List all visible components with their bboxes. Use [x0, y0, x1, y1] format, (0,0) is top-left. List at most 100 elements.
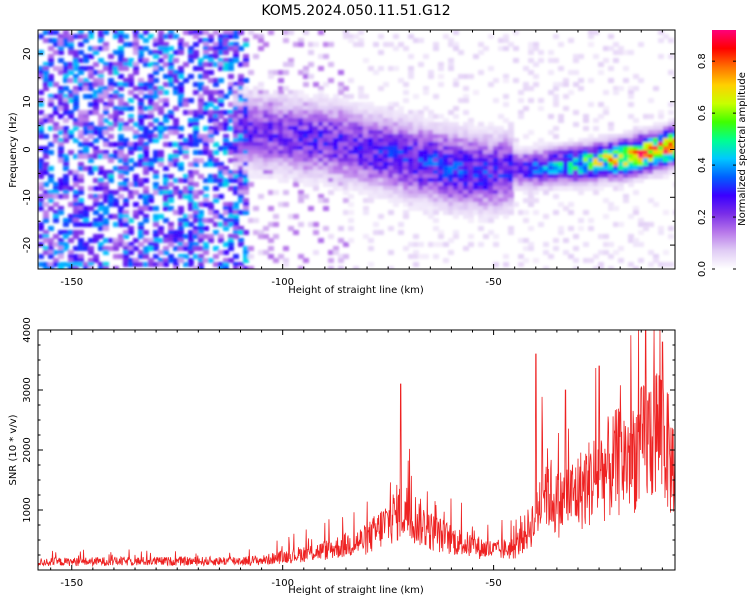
spectrogram-cell — [323, 178, 329, 183]
spectrogram-cell — [78, 190, 84, 195]
spectrogram-cell — [553, 186, 559, 191]
spectrogram-cell — [128, 218, 134, 223]
spectrogram-cell — [603, 46, 609, 51]
spectrogram-cell — [413, 166, 419, 171]
snr-xtick-label: -100 — [271, 578, 294, 589]
spectrogram-cell — [623, 170, 629, 175]
spectrogram-cell — [343, 114, 349, 119]
spectrogram-cell — [78, 238, 84, 243]
spectrogram-cell — [113, 62, 119, 67]
spectrogram-cell — [143, 158, 149, 163]
spectrogram-cell — [53, 82, 59, 87]
spectrogram-cell — [443, 198, 449, 203]
spectrogram-cell — [353, 182, 359, 187]
spectrogram-cell — [48, 262, 54, 267]
spectrogram-cell — [213, 82, 219, 87]
spectrogram-cell — [43, 134, 49, 139]
spectrogram-cell — [153, 174, 159, 179]
spectrogram-cell — [338, 258, 344, 263]
spectrogram-cell — [638, 258, 644, 263]
spectrogram-cell — [288, 154, 294, 159]
spectrogram-cell — [508, 138, 514, 143]
spectrogram-cell — [183, 242, 189, 247]
spectrogram-cell — [88, 194, 94, 199]
spectrogram-cell — [383, 122, 389, 127]
spectrogram-cell — [138, 110, 144, 115]
spectrogram-cell — [273, 234, 279, 239]
spectrogram-cell — [298, 118, 304, 123]
spectrogram-cell — [573, 166, 579, 171]
spectrogram-cell — [303, 74, 309, 79]
spectrogram-cell — [313, 82, 319, 87]
spectrogram-cell — [123, 42, 129, 47]
spectrogram-cell — [528, 166, 534, 171]
spectrogram-cell — [518, 90, 524, 95]
spectrogram-cell — [543, 166, 549, 171]
spectrogram-cell — [163, 190, 169, 195]
spectrogram-cell — [313, 166, 319, 171]
spectrogram-cell — [458, 186, 464, 191]
spectrogram-cell — [148, 166, 154, 171]
spectrogram-cell — [268, 106, 274, 111]
spectrogram-cell — [288, 62, 294, 67]
spectrogram-cell — [328, 250, 334, 255]
spectrogram-cell — [513, 142, 519, 147]
spectrogram-cell — [623, 158, 629, 163]
spectrogram-cell — [238, 82, 244, 87]
spectrogram-cell — [513, 46, 519, 51]
spectrogram-cell — [428, 138, 434, 143]
spectrogram-cell — [528, 50, 534, 55]
spectrogram-cell — [423, 154, 429, 159]
spectrogram-cell — [118, 254, 124, 259]
spectrogram-cell — [428, 198, 434, 203]
spectrogram-cell — [593, 166, 599, 171]
spectrogram-cell — [93, 178, 99, 183]
spectrogram-cell — [328, 138, 334, 143]
spectrogram-cell — [233, 110, 239, 115]
spectrogram-cell — [73, 262, 79, 267]
spectrogram-cell — [188, 122, 194, 127]
spectrogram-cell — [43, 82, 49, 87]
spectrogram-cell — [148, 98, 154, 103]
spectrogram-cell — [253, 110, 259, 115]
spectrogram-cell — [458, 154, 464, 159]
spectrogram-cell — [433, 150, 439, 155]
spectrogram-cell — [453, 214, 459, 219]
spectrogram-cell — [308, 106, 314, 111]
spectrogram-cell — [118, 238, 124, 243]
spectrogram-cell — [173, 186, 179, 191]
spectrogram-cell — [543, 242, 549, 247]
spectrogram-cell — [303, 150, 309, 155]
spectrogram-cell — [233, 58, 239, 63]
spectrogram-cell — [308, 158, 314, 163]
spectrogram-cell — [418, 122, 424, 127]
spectrogram-cell — [478, 186, 484, 191]
spectrogram-cell — [93, 62, 99, 67]
spectrogram-cell — [63, 222, 69, 227]
spectrogram-cell — [123, 126, 129, 131]
spectrogram-cell — [463, 170, 469, 175]
spectrogram-cell — [148, 114, 154, 119]
spectrogram-cell — [648, 222, 654, 227]
spectrogram-cell — [163, 118, 169, 123]
spectrogram-cell — [223, 178, 229, 183]
spectrogram-cell — [173, 258, 179, 263]
spectrogram-cell — [153, 242, 159, 247]
spectrogram-cell — [523, 82, 529, 87]
spectrogram-cell — [73, 190, 79, 195]
spectrogram-cell — [343, 134, 349, 139]
spectrogram-cell — [138, 102, 144, 107]
spectrogram-cell — [348, 106, 354, 111]
spectrogram-cell — [108, 174, 114, 179]
spectrogram-cell — [268, 134, 274, 139]
spectrogram-cell — [143, 130, 149, 135]
spectrogram-cell — [443, 158, 449, 163]
spectrogram-cell — [428, 74, 434, 79]
spectrogram-cell — [628, 150, 634, 155]
spectrogram-cell — [463, 182, 469, 187]
spectrogram-cell — [553, 178, 559, 183]
spectrogram-cell — [488, 162, 494, 167]
spectrogram-cell — [183, 146, 189, 151]
spectrogram-cell — [668, 158, 674, 163]
spectrogram-cell — [563, 170, 569, 175]
